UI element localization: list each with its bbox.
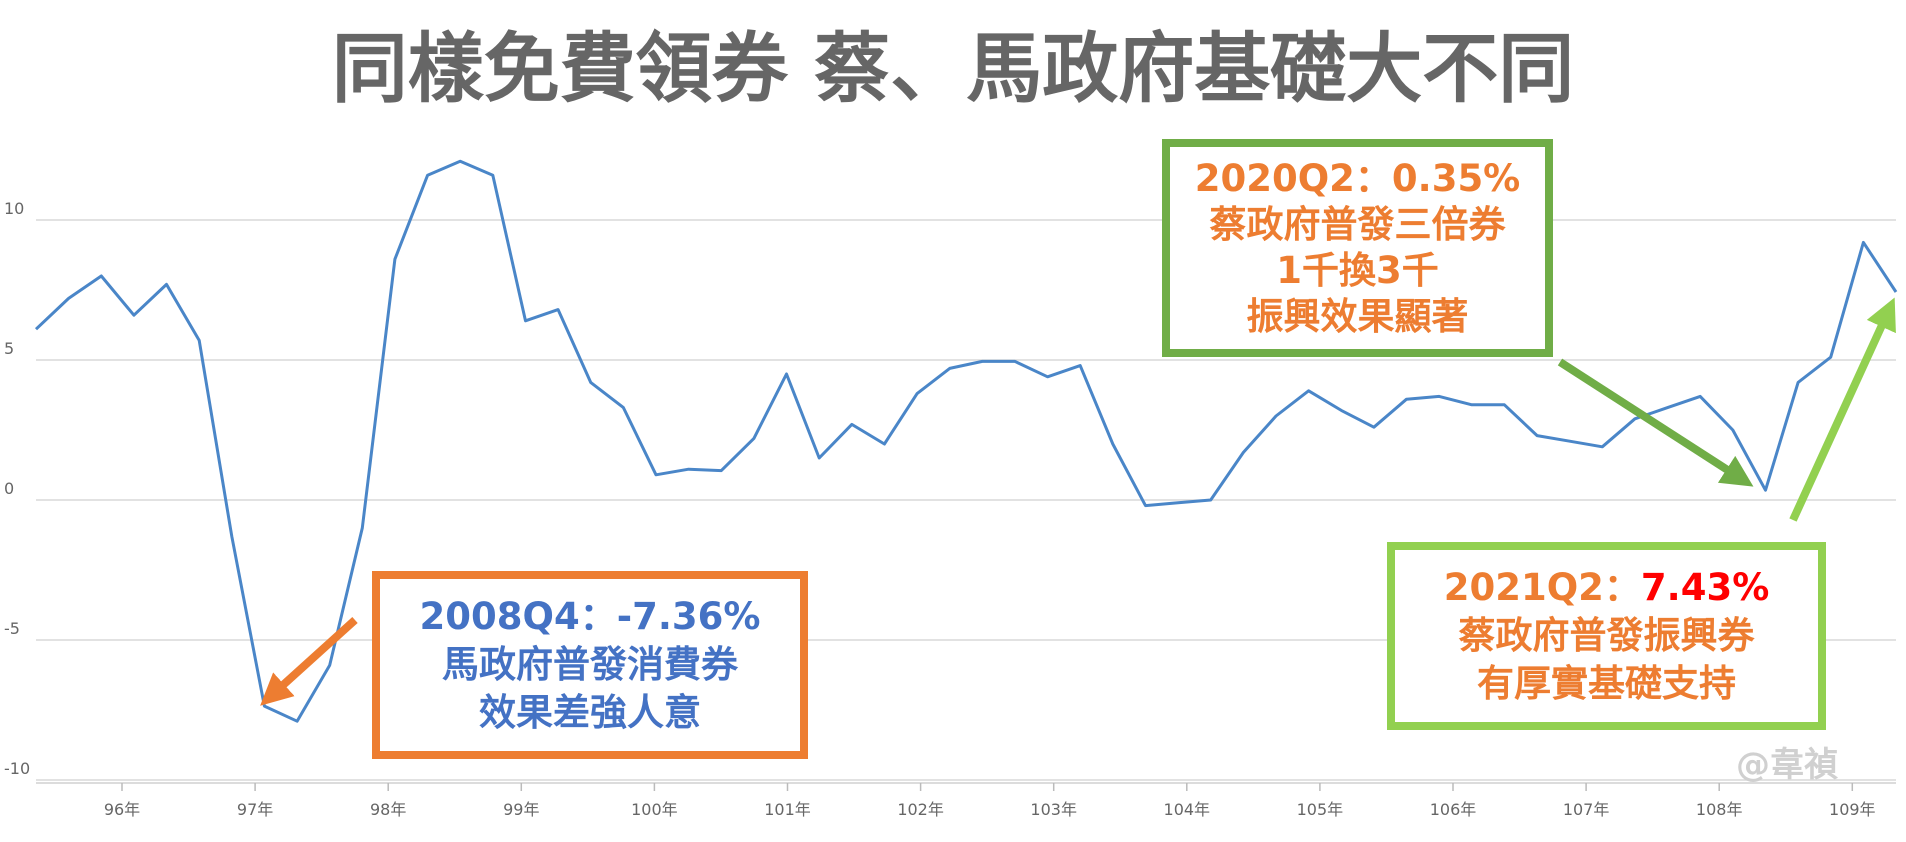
x-tick-label: 102年 <box>897 800 944 819</box>
y-tick-label: -5 <box>4 619 20 638</box>
y-tick-label: 5 <box>4 339 14 358</box>
x-tick-label: 97年 <box>237 800 273 819</box>
annotation-2020q2-line1: 2020Q2：0.35% <box>1194 157 1521 200</box>
annotation-2008q4-line2: 馬政府普發消費券 <box>442 643 738 686</box>
annotation-2021q2-value: 7.43% <box>1640 566 1770 609</box>
x-tick-label: 101年 <box>764 800 811 819</box>
x-tick-label: 104年 <box>1164 800 1211 819</box>
y-tick-label: 0 <box>4 479 14 498</box>
annotation-2020q2-line4: 振興效果顯著 <box>1246 295 1469 338</box>
arrow-2021q2 <box>1789 297 1896 522</box>
annotation-2021q2-line3: 有厚實基礎支持 <box>1477 662 1736 705</box>
x-tick-label: 96年 <box>104 800 140 819</box>
annotation-2020q2: 2020Q2：0.35% 蔡政府普發三倍券 1千換3千 振興效果顯著 <box>1162 139 1553 357</box>
x-tick-label: 98年 <box>370 800 406 819</box>
annotation-2021q2-line1: 2021Q2：7.43% <box>1395 564 1818 612</box>
x-tick-label: 107年 <box>1563 800 1610 819</box>
arrow-2020q2 <box>1557 358 1754 487</box>
y-tick-label: 10 <box>4 199 24 218</box>
chart-title: 同樣免費領券 蔡、馬政府基礎大不同 <box>332 24 1574 113</box>
y-tick-label: -10 <box>4 759 30 778</box>
x-tick-label: 109年 <box>1829 800 1876 819</box>
x-tick-label: 108年 <box>1696 800 1743 819</box>
series-line <box>34 159 1898 723</box>
annotation-2021q2: 2021Q2：7.43% 蔡政府普發振興券 有厚實基礎支持 <box>1387 542 1826 730</box>
annotation-2021q2-line2: 蔡政府普發振興券 <box>1458 614 1755 657</box>
annotation-2008q4-line3: 效果差強人意 <box>479 691 701 734</box>
annotation-2020q2-line3: 1千換3千 <box>1276 249 1439 292</box>
x-tick-label: 100年 <box>631 800 678 819</box>
arrow-2008q4 <box>260 617 358 706</box>
annotation-2008q4-line1: 2008Q4：-7.36% <box>419 595 761 638</box>
annotation-2020q2-line2: 蔡政府普發三倍券 <box>1209 203 1506 246</box>
annotation-2008q4: 2008Q4：-7.36% 馬政府普發消費券 效果差強人意 <box>372 571 808 759</box>
annotation-2021q2-label: 2021Q2： <box>1443 566 1641 609</box>
x-tick-label: 105年 <box>1297 800 1344 819</box>
watermark: @韋禎 <box>1736 745 1838 785</box>
x-tick-label: 106年 <box>1430 800 1477 819</box>
x-tick-label: 103年 <box>1030 800 1077 819</box>
x-tick-label: 99年 <box>503 800 539 819</box>
